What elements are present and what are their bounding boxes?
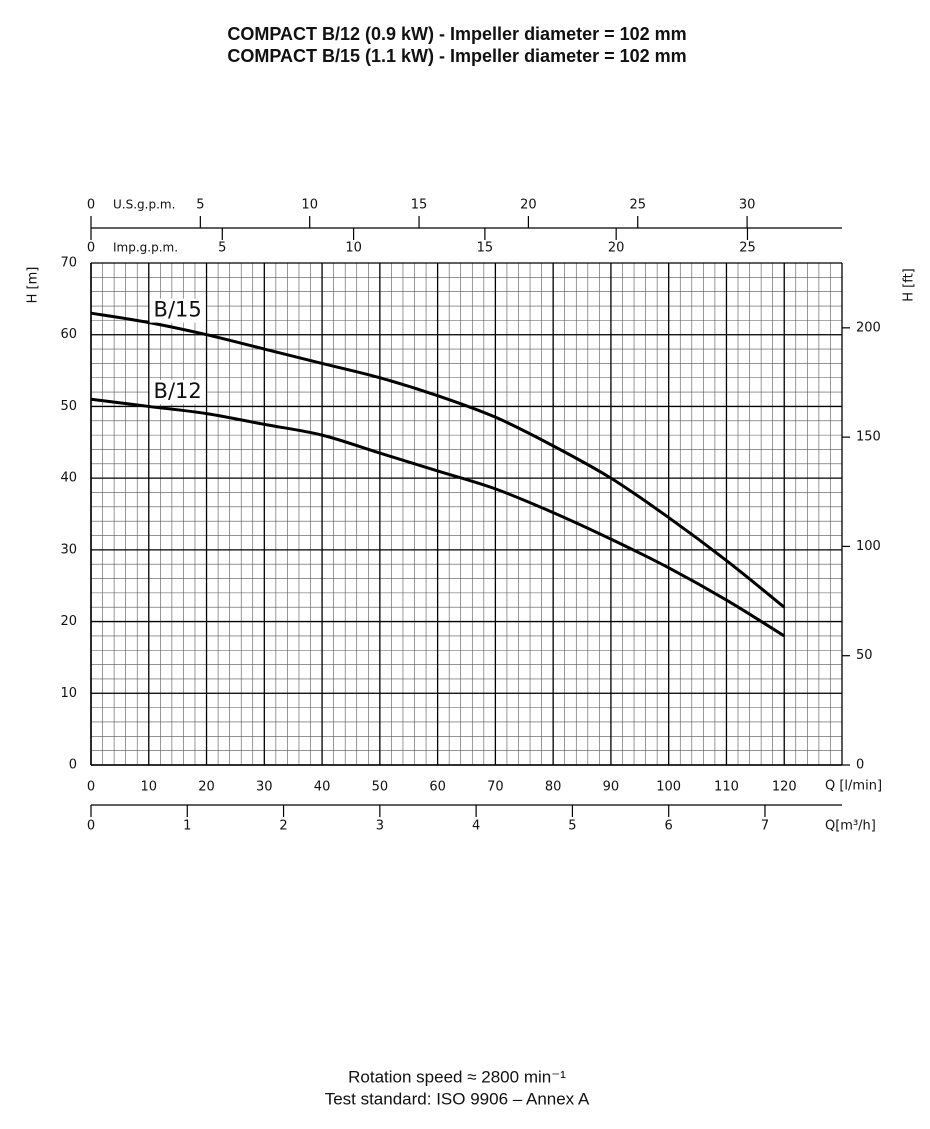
y-tick-label: 30: [60, 542, 77, 557]
x-tick-label: 30: [256, 780, 273, 795]
x-tick-label: 80: [545, 780, 562, 795]
extra-x-tick-label: 5: [196, 198, 204, 213]
x-tick-label: 90: [603, 780, 620, 795]
x-tick-label: 50: [372, 780, 389, 795]
extra-x-axis-label: Imp.g.p.m.: [113, 241, 178, 255]
extra-x-tick-label: 20: [608, 241, 625, 256]
chart-title: COMPACT B/15 (1.1 kW) - Impeller diamete…: [227, 46, 686, 66]
x-tick-label: 0: [87, 780, 95, 795]
y-tick-label: 70: [60, 256, 77, 271]
y-tick-label: 40: [60, 471, 77, 486]
x-tick-label: 60: [429, 780, 446, 795]
footer: Rotation speed ≈ 2800 min⁻¹: [348, 1067, 566, 1086]
y2-tick-label: 100: [856, 539, 881, 554]
extra-x-tick-label: 0: [87, 198, 95, 213]
extra-x-axis-label: U.S.g.p.m.: [113, 198, 175, 212]
y2-axis-label: H [ft]: [902, 268, 917, 302]
extra-x-tick-label: 7: [761, 819, 769, 834]
extra-x-tick-label: 15: [477, 241, 494, 256]
extra-x-tick-label: 3: [376, 819, 384, 834]
series-label: B/15: [154, 298, 202, 322]
y-tick-label: 20: [60, 614, 77, 629]
chart-title: COMPACT B/12 (0.9 kW) - Impeller diamete…: [227, 24, 686, 44]
extra-x-tick-label: 1: [183, 819, 191, 834]
y-tick-label: 50: [60, 399, 77, 414]
y-axis-label: H [m]: [26, 267, 41, 304]
extra-x-tick-label: 4: [472, 819, 480, 834]
x-tick-label: 10: [140, 780, 157, 795]
extra-x-axis-label: Q[m³/h]: [825, 819, 876, 834]
y-tick-label: 0: [69, 758, 77, 773]
extra-x-tick-label: 5: [218, 241, 226, 256]
extra-x-tick-label: 6: [665, 819, 673, 834]
extra-x-tick-label: 15: [411, 198, 428, 213]
footer: Test standard: ISO 9906 – Annex A: [325, 1089, 590, 1108]
y-tick-label: 60: [60, 327, 77, 342]
y-tick-label: 10: [60, 686, 77, 701]
series-line: [90, 311, 786, 609]
series-line: [90, 397, 786, 638]
extra-x-tick-label: 10: [301, 198, 318, 213]
x-tick-label: 70: [487, 780, 504, 795]
x-tick-label: 120: [772, 780, 797, 795]
y2-tick-label: 50: [856, 648, 873, 663]
extra-x-tick-label: 0: [87, 819, 95, 834]
y2-tick-label: 150: [856, 430, 881, 445]
extra-x-tick-label: 5: [568, 819, 576, 834]
extra-x-tick-label: 20: [520, 198, 537, 213]
series-label: B/12: [154, 379, 202, 403]
x-axis-label: Q [l/min]: [825, 779, 882, 794]
y2-tick-label: 0: [856, 758, 864, 773]
x-tick-label: 100: [656, 780, 681, 795]
series-label-bg: [149, 380, 206, 405]
extra-x-tick-label: 30: [739, 198, 756, 213]
x-tick-label: 40: [314, 780, 331, 795]
extra-x-tick-label: 2: [279, 819, 287, 834]
x-tick-label: 110: [714, 780, 739, 795]
y2-tick-label: 200: [856, 320, 881, 335]
extra-x-tick-label: 25: [739, 241, 756, 256]
extra-x-tick-label: 10: [345, 241, 362, 256]
extra-x-tick-label: 25: [629, 198, 646, 213]
extra-x-tick-label: 0: [87, 241, 95, 256]
series-label-bg: [149, 298, 206, 323]
x-tick-label: 20: [198, 780, 215, 795]
